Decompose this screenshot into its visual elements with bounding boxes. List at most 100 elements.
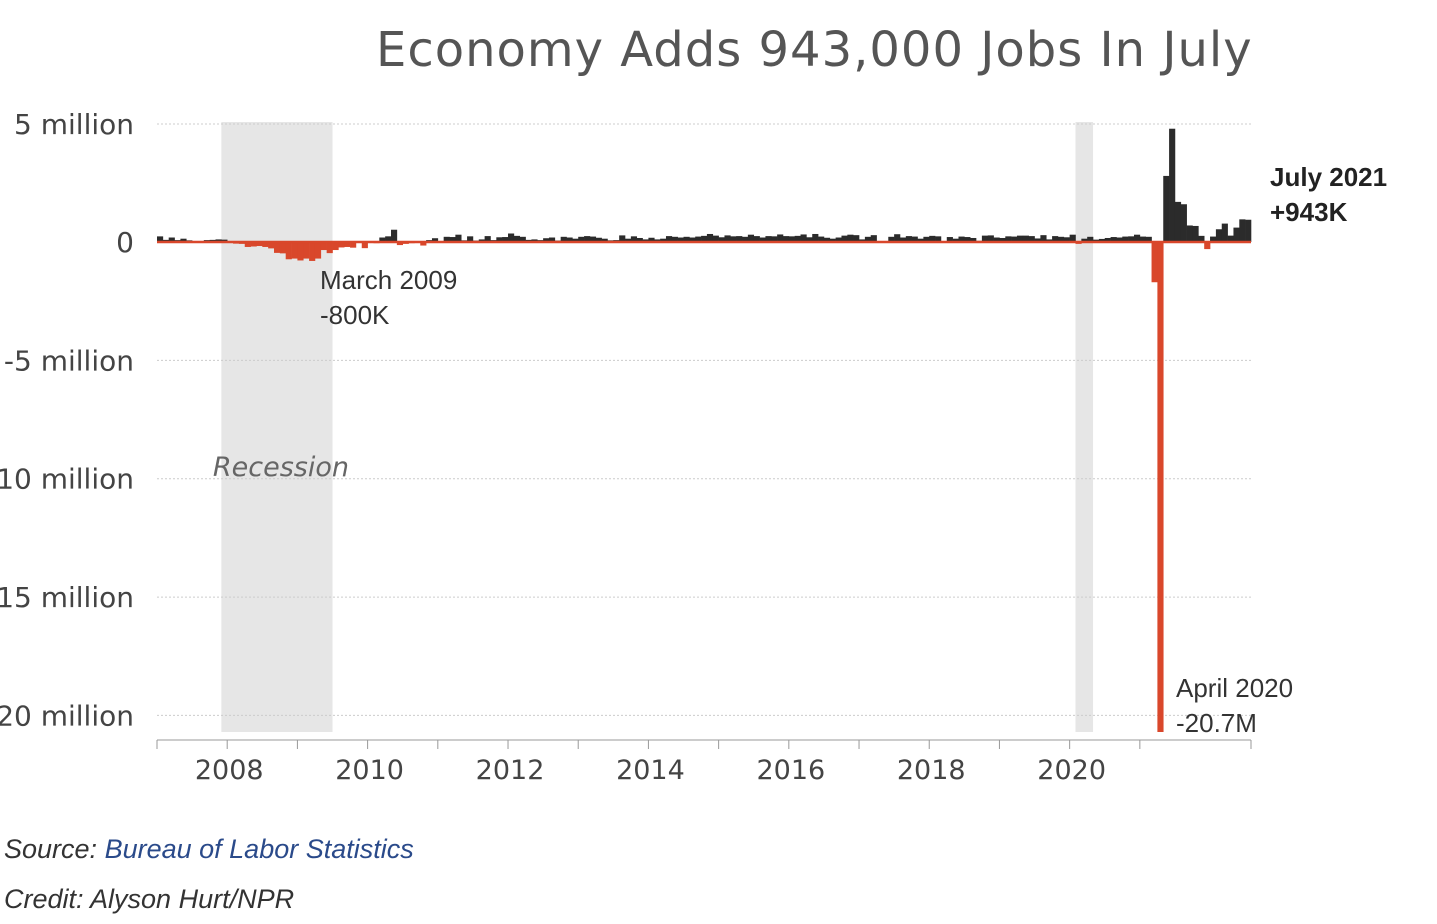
bar <box>256 242 263 247</box>
bar <box>297 242 304 261</box>
shaded-period <box>1075 122 1094 732</box>
bar <box>303 242 310 259</box>
bar <box>771 236 778 242</box>
bar <box>718 237 725 242</box>
bar <box>888 236 895 242</box>
bar <box>981 235 989 242</box>
bar <box>449 237 456 242</box>
x-tick-label: 2012 <box>476 755 545 786</box>
bar <box>1215 229 1223 242</box>
bar <box>467 236 474 242</box>
bar <box>677 237 684 242</box>
bar <box>747 234 755 242</box>
bar <box>946 237 953 242</box>
bar <box>730 236 737 242</box>
bar <box>502 237 509 242</box>
annotation-value: -20.7M <box>1176 708 1257 738</box>
bar <box>1245 219 1252 242</box>
bar <box>1022 235 1029 242</box>
bar <box>262 242 269 247</box>
bar <box>777 234 784 242</box>
bar <box>443 236 450 242</box>
bar <box>759 237 766 242</box>
bar <box>1104 237 1111 242</box>
y-tick-label: 15 million <box>0 581 134 614</box>
bar <box>578 236 585 242</box>
bar <box>601 238 608 242</box>
bar <box>701 235 708 242</box>
bar <box>455 234 462 242</box>
bar <box>1221 223 1228 242</box>
x-tick-label: 2016 <box>756 755 825 786</box>
x-tick-label: 2010 <box>335 755 404 786</box>
bar <box>952 238 959 242</box>
bar <box>309 242 316 261</box>
bar <box>326 242 333 254</box>
bar <box>1016 235 1024 242</box>
annotation-date: July 2021 <box>1270 162 1387 192</box>
bar <box>379 237 386 242</box>
bar <box>1128 236 1135 242</box>
bar <box>864 236 872 242</box>
bar <box>894 234 901 242</box>
bar <box>782 236 790 242</box>
bar <box>1046 239 1053 242</box>
bar <box>1133 234 1141 242</box>
bar <box>899 237 907 242</box>
bar <box>279 242 287 254</box>
bar <box>548 237 556 242</box>
bar <box>1174 201 1182 242</box>
bar <box>987 235 994 242</box>
bar <box>1057 236 1065 242</box>
bars <box>157 128 1252 732</box>
bar <box>958 236 965 242</box>
axes: 2008 2010 2012 2014 2016 2018 2020 <box>156 739 1252 786</box>
bar <box>1087 236 1094 242</box>
bar <box>1052 236 1059 242</box>
annotation-value: -800K <box>320 300 390 330</box>
bar <box>1139 236 1146 242</box>
bar <box>1169 128 1176 242</box>
bar <box>314 242 322 259</box>
bar <box>706 233 714 242</box>
bar <box>671 236 678 242</box>
bar <box>332 242 339 251</box>
bar <box>853 235 860 242</box>
x-tick-label: 2014 <box>616 755 685 786</box>
bar <box>496 237 503 242</box>
bar <box>1005 236 1012 242</box>
annotations: March 2009 -800K April 2020 -20.7M July 2021… <box>320 162 1387 738</box>
annotation-date: April 2020 <box>1176 673 1293 703</box>
bar <box>999 237 1006 242</box>
bar <box>274 242 281 253</box>
source-link[interactable]: Bureau of Labor Statistics <box>104 834 414 864</box>
bar <box>654 239 661 242</box>
bar <box>1157 242 1164 732</box>
bar <box>1233 227 1240 242</box>
bar <box>168 237 175 242</box>
bar <box>566 237 573 242</box>
bar <box>1116 237 1123 242</box>
bar <box>742 236 749 242</box>
credit-line: Credit: Alyson Hurt/NPR <box>4 884 295 914</box>
bar <box>157 236 164 242</box>
bar <box>847 234 854 242</box>
bar <box>519 236 526 242</box>
chart-title: Economy Adds 943,000 Jobs In July <box>376 22 1253 78</box>
bar <box>344 242 351 247</box>
shaded-period <box>221 122 333 732</box>
bar <box>993 237 1000 242</box>
bar <box>1122 236 1129 242</box>
bar <box>361 242 368 249</box>
bar <box>1163 175 1170 242</box>
bar <box>724 235 731 242</box>
bar <box>788 236 795 242</box>
bar <box>385 236 392 242</box>
bar <box>1198 235 1205 242</box>
bar <box>543 238 550 242</box>
bar <box>917 238 924 242</box>
bar <box>818 236 825 242</box>
bar <box>841 235 848 242</box>
bar <box>508 233 515 242</box>
bar <box>513 235 521 242</box>
